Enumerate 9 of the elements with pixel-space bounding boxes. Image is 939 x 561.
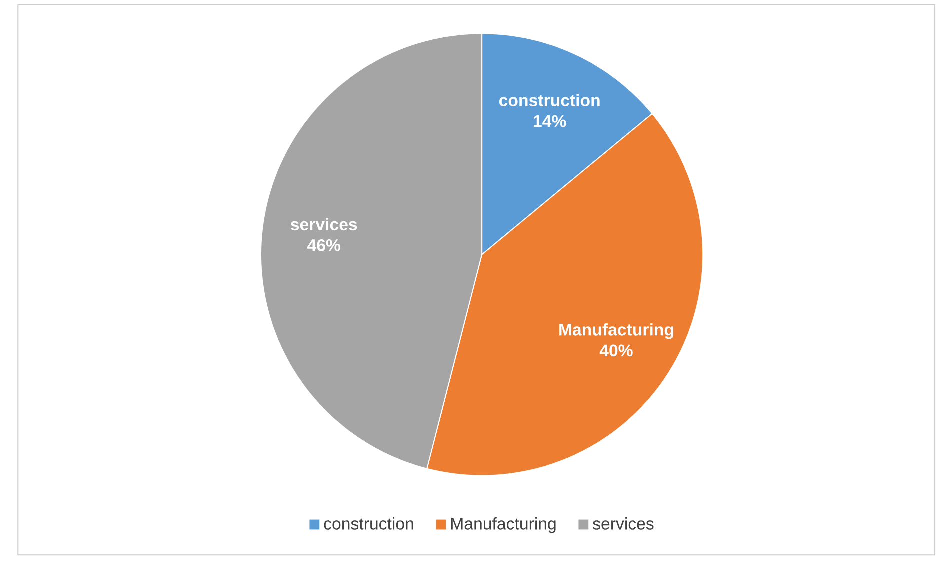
data-label: 14% [534, 115, 566, 128]
data-label: 40% [600, 344, 633, 357]
data-label: 46% [308, 239, 341, 252]
legend-label: construction [324, 517, 414, 530]
slice-label: services [290, 218, 358, 231]
slice-label: construction [499, 94, 600, 106]
legend-label: services [593, 517, 654, 530]
legend-label: Manufacturing [452, 517, 556, 534]
slice-label: Manufacturing [560, 323, 674, 340]
